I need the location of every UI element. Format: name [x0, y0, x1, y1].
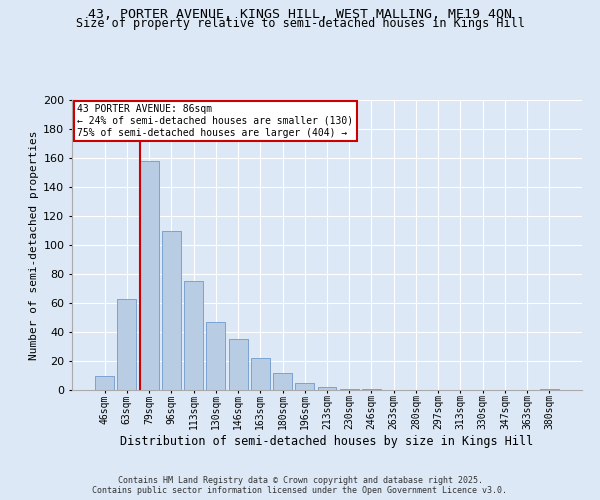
Bar	[317, 387, 337, 390]
Bar	[362, 388, 381, 390]
Bar	[206, 322, 225, 390]
Text: Size of property relative to semi-detached houses in Kings Hill: Size of property relative to semi-detach…	[76, 18, 524, 30]
Text: 43, PORTER AVENUE, KINGS HILL, WEST MALLING, ME19 4QN: 43, PORTER AVENUE, KINGS HILL, WEST MALL…	[88, 8, 512, 20]
Y-axis label: Number of semi-detached properties: Number of semi-detached properties	[29, 130, 39, 360]
Text: Contains HM Land Registry data © Crown copyright and database right 2025.
Contai: Contains HM Land Registry data © Crown c…	[92, 476, 508, 495]
Bar	[184, 281, 203, 390]
Bar	[95, 376, 114, 390]
Text: 43 PORTER AVENUE: 86sqm
← 24% of semi-detached houses are smaller (130)
75% of s: 43 PORTER AVENUE: 86sqm ← 24% of semi-de…	[77, 104, 353, 138]
Bar	[140, 161, 158, 390]
Bar	[540, 388, 559, 390]
Bar	[340, 388, 359, 390]
X-axis label: Distribution of semi-detached houses by size in Kings Hill: Distribution of semi-detached houses by …	[121, 435, 533, 448]
Bar	[162, 230, 181, 390]
Bar	[273, 372, 292, 390]
Bar	[229, 339, 248, 390]
Bar	[295, 383, 314, 390]
Bar	[118, 298, 136, 390]
Bar	[251, 358, 270, 390]
